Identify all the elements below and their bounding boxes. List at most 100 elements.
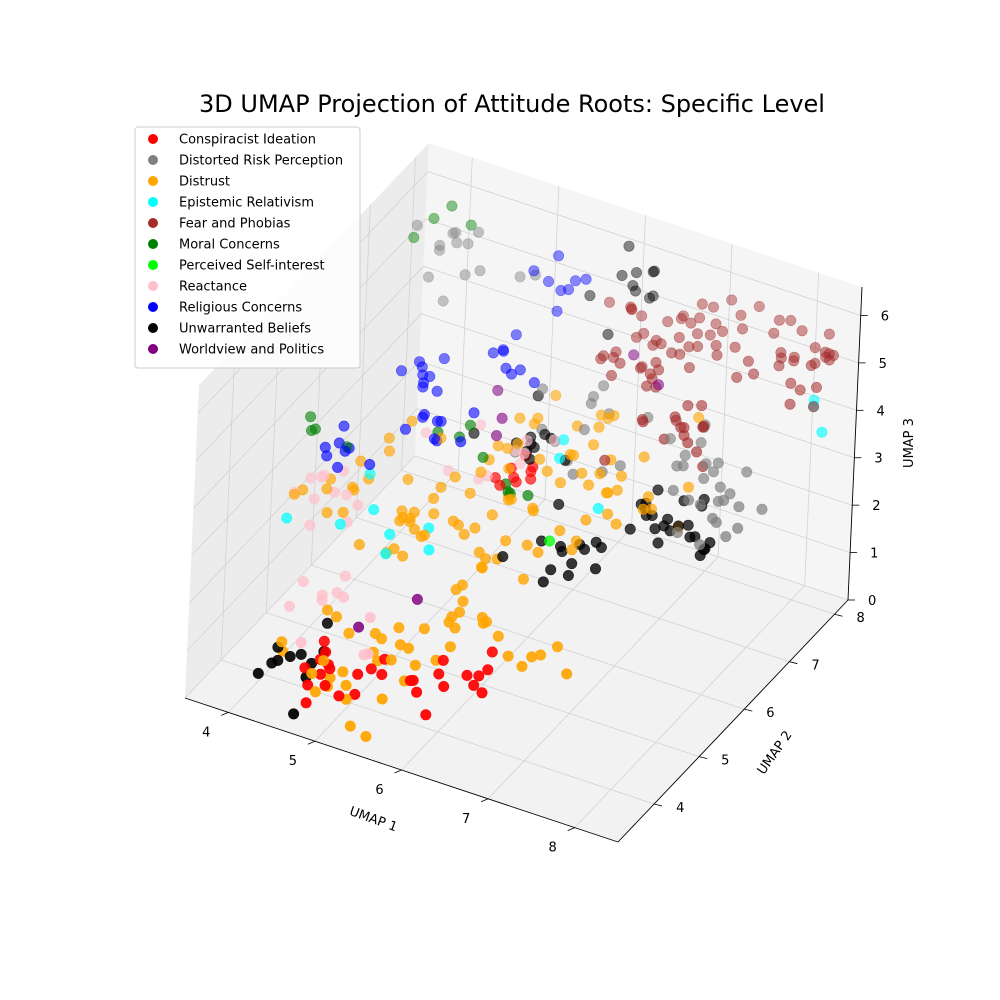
data-point [610, 346, 622, 358]
data-point [693, 411, 705, 423]
x-tick-mark [567, 827, 575, 831]
data-point [756, 503, 768, 515]
data-point [338, 420, 350, 432]
data-point [682, 481, 694, 493]
data-point [517, 573, 529, 585]
data-point [360, 730, 372, 742]
data-point [670, 414, 682, 426]
data-point [598, 380, 610, 392]
data-point [450, 584, 462, 596]
data-point [555, 284, 567, 296]
data-point [353, 539, 365, 551]
data-point [459, 269, 471, 281]
data-point [376, 668, 388, 680]
chart-title: 3D UMAP Projection of Attitude Roots: Sp… [199, 90, 825, 118]
grid-line [457, 157, 473, 471]
data-point [623, 240, 635, 252]
data-point [816, 426, 828, 438]
data-point [695, 437, 707, 449]
data-point [505, 368, 517, 380]
data-point [321, 617, 333, 629]
data-point [810, 381, 822, 393]
data-point [682, 400, 694, 412]
data-point [408, 232, 420, 244]
data-point [707, 512, 719, 524]
data-point [732, 522, 744, 534]
data-point [768, 327, 780, 339]
data-point [553, 250, 565, 262]
legend-marker [148, 218, 158, 228]
data-point [364, 458, 376, 470]
data-point [477, 451, 489, 463]
data-point [393, 622, 405, 634]
data-point [733, 501, 745, 513]
data-point [465, 219, 477, 231]
legend-label: Distrust [179, 175, 230, 190]
data-point [423, 544, 435, 556]
data-point [352, 499, 364, 511]
z-tick-label: 4 [876, 404, 884, 419]
data-point [636, 310, 648, 322]
data-point [516, 660, 528, 672]
data-point [753, 300, 765, 312]
data-point [563, 284, 575, 296]
axes-grid [184, 157, 861, 828]
data-point [476, 687, 488, 699]
data-point [683, 362, 695, 374]
data-point [444, 641, 456, 653]
data-point [510, 329, 522, 341]
grid-line [425, 218, 859, 364]
data-point [593, 421, 605, 433]
data-point [794, 384, 806, 396]
data-point [823, 354, 835, 366]
data-point [404, 675, 416, 687]
data-point [406, 415, 418, 427]
data-point [600, 487, 612, 499]
data-point [602, 328, 614, 340]
data-point [696, 298, 708, 310]
data-point [472, 226, 484, 238]
legend-marker [148, 134, 158, 144]
data-point [637, 503, 649, 515]
data-point [652, 484, 664, 496]
data-point [551, 641, 563, 653]
data-point [602, 412, 614, 424]
data-point [302, 679, 314, 691]
data-point [337, 666, 349, 678]
data-point [514, 458, 526, 470]
legend-box [134, 126, 361, 369]
data-point [428, 433, 440, 445]
data-point [805, 359, 817, 371]
data-point [365, 663, 377, 675]
data-point [452, 519, 464, 531]
grid-line [228, 470, 459, 713]
data-point [304, 519, 316, 531]
data-point [731, 371, 743, 383]
legend-label: Fear and Phobias [179, 217, 291, 232]
data-point [455, 436, 467, 448]
data-point [649, 523, 661, 535]
data-point [435, 481, 447, 493]
scatter-points [252, 200, 839, 742]
y-tick-label: 8 [856, 611, 864, 626]
data-point [694, 499, 706, 511]
data-point [707, 466, 719, 478]
data-point [626, 304, 638, 316]
data-point [399, 423, 411, 435]
data-point [542, 275, 554, 287]
data-point [712, 495, 724, 507]
data-point [404, 512, 416, 524]
data-point [394, 639, 406, 651]
data-point [431, 385, 443, 397]
data-point [641, 380, 653, 392]
data-point [682, 519, 694, 531]
data-point [449, 622, 461, 634]
data-point [638, 327, 650, 339]
data-point [561, 668, 573, 680]
data-point [492, 440, 504, 452]
z-tick-label: 1 [870, 547, 878, 562]
data-point [473, 670, 485, 682]
data-point [409, 659, 421, 671]
data-point [380, 548, 392, 560]
